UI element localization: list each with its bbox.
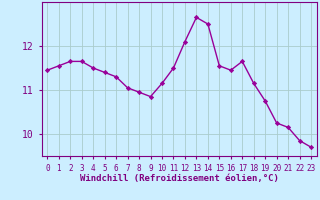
X-axis label: Windchill (Refroidissement éolien,°C): Windchill (Refroidissement éolien,°C) [80,174,279,183]
